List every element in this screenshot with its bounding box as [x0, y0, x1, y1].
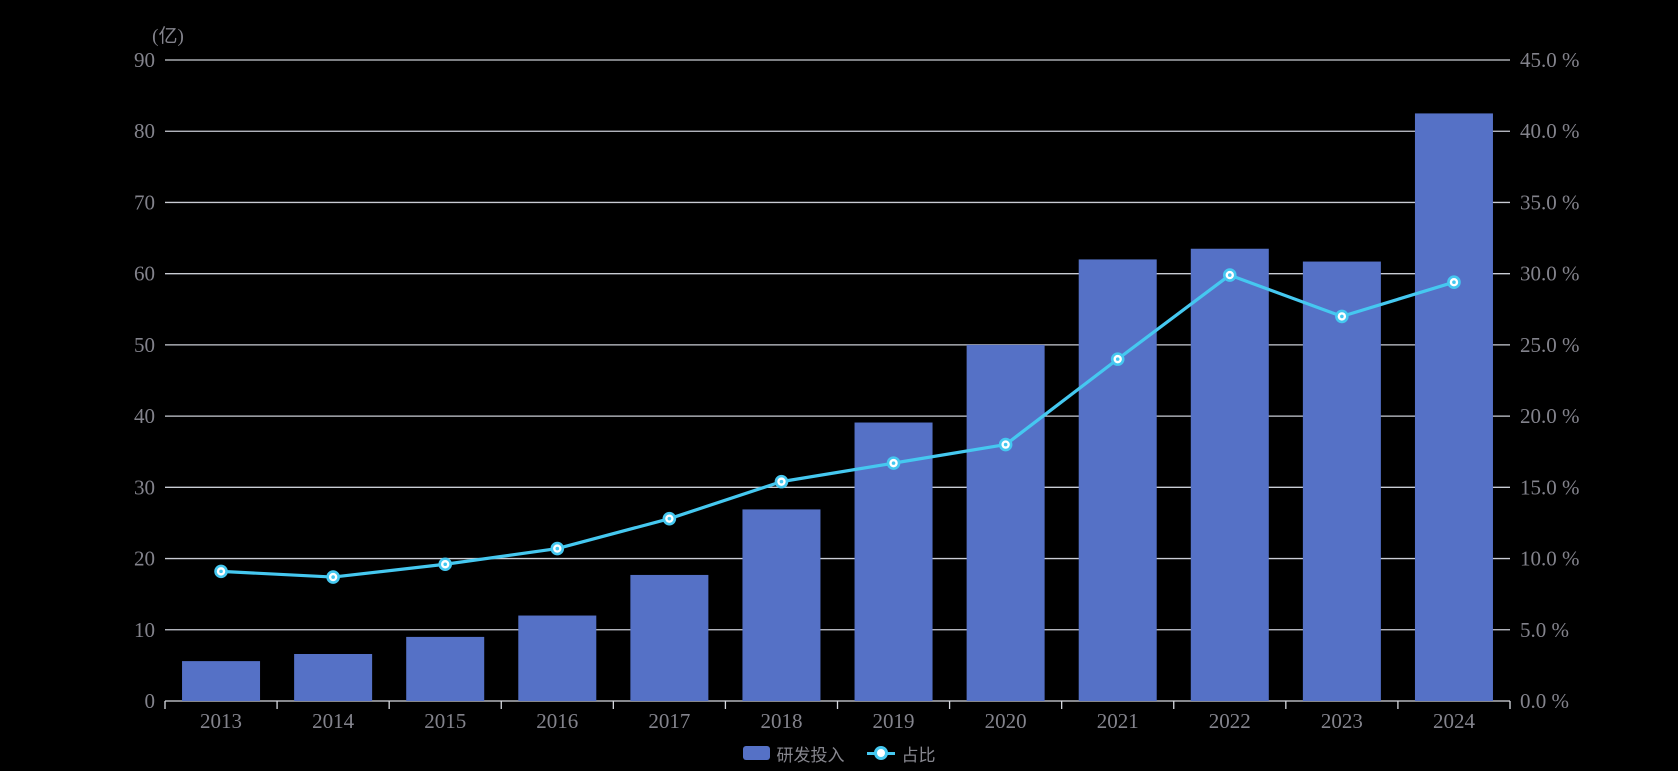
- point-marker-dot-icon: [1227, 273, 1232, 277]
- line-point-2024[interactable]: [1447, 275, 1461, 290]
- right-axis-tick-label: 25.0 %: [1520, 333, 1580, 357]
- right-axis-tick-label: 30.0 %: [1520, 262, 1580, 286]
- line-point-2016[interactable]: [550, 541, 565, 556]
- line-point-2017[interactable]: [662, 511, 677, 526]
- line-point-2022[interactable]: [1222, 268, 1237, 282]
- bar-2014[interactable]: [294, 653, 373, 701]
- bar-2023[interactable]: [1302, 261, 1381, 701]
- right-axis-tick-label: 10.0 %: [1520, 547, 1580, 571]
- x-axis-label-2021: 2021: [1097, 709, 1139, 733]
- point-marker-dot-icon: [443, 562, 448, 567]
- point-marker-dot-icon: [555, 546, 560, 551]
- left-axis-tick-label: 0: [145, 689, 156, 713]
- x-axis-label-2017: 2017: [648, 709, 690, 733]
- left-axis-tick-label: 10: [134, 618, 155, 642]
- point-marker-dot-icon: [667, 516, 672, 521]
- gridlines: [165, 59, 1510, 702]
- bar-2020[interactable]: [966, 344, 1045, 701]
- right-axis-tick-label: 20.0 %: [1520, 404, 1580, 428]
- x-axis-label-2015: 2015: [424, 709, 466, 733]
- left-axis-title: (亿): [152, 25, 184, 47]
- line-point-2015[interactable]: [438, 557, 453, 572]
- legend-label-bar-series: 研发投入: [776, 745, 845, 765]
- bar-2015[interactable]: [406, 636, 485, 701]
- point-marker-dot-icon: [891, 461, 896, 465]
- right-axis-tick-label: 35.0 %: [1520, 190, 1580, 214]
- legend-item-bar-series[interactable]: 研发投入: [742, 741, 845, 766]
- point-marker-dot-icon: [219, 569, 223, 574]
- legend-circle-marker-icon: [873, 746, 888, 760]
- point-marker-dot-icon: [1003, 442, 1008, 447]
- bar-2021[interactable]: [1078, 259, 1157, 701]
- axis-labels: 0 0.0 % 10 5.0 % 20 10.0 % 30 15.0 % 40 20.0 % 50 2…: [134, 48, 1580, 733]
- line-point-2021[interactable]: [1110, 352, 1125, 366]
- x-axis-label-2018: 2018: [760, 709, 802, 733]
- x-axis-label-2024: 2024: [1433, 709, 1476, 733]
- x-axis-label-2023: 2023: [1321, 709, 1363, 733]
- left-axis-tick-label: 40: [134, 404, 155, 428]
- left-axis-tick-label: 80: [134, 119, 155, 143]
- legend-label-line-series: 占比: [901, 745, 936, 765]
- line-point-2018[interactable]: [774, 474, 789, 489]
- bar-2017[interactable]: [630, 574, 709, 701]
- point-marker-dot-icon: [1115, 357, 1120, 361]
- bar-2016[interactable]: [518, 615, 597, 701]
- right-axis-tick-label: 40.0 %: [1520, 119, 1580, 143]
- left-axis-tick-label: 30: [134, 475, 155, 499]
- left-axis-tick-label: 20: [134, 547, 155, 571]
- left-axis-tick-label: 90: [134, 48, 155, 72]
- axes: [164, 701, 1511, 709]
- bar-2018[interactable]: [742, 509, 821, 701]
- right-axis-tick-label: 45.0 %: [1520, 48, 1580, 72]
- x-axis-label-2014: 2014: [312, 709, 355, 733]
- x-axis-label-2022: 2022: [1209, 709, 1251, 733]
- line-point-2019[interactable]: [886, 456, 901, 470]
- bar-2013[interactable]: [182, 661, 261, 701]
- right-axis-tick-label: 15.0 %: [1520, 475, 1580, 499]
- bar-series: [182, 113, 1493, 701]
- bar-series-swatch: [742, 746, 770, 760]
- line-point-2013[interactable]: [214, 564, 228, 579]
- point-marker-dot-icon: [1340, 314, 1344, 319]
- point-marker-dot-icon: [779, 479, 784, 484]
- left-axis-tick-label: 60: [134, 262, 155, 286]
- point-marker-dot-icon: [1452, 280, 1456, 285]
- line-point-2014[interactable]: [326, 570, 340, 584]
- bar-2022[interactable]: [1190, 248, 1269, 701]
- right-axis-tick-label: 0.0 %: [1520, 689, 1569, 713]
- line-series-swatch: [866, 746, 895, 760]
- x-axis-label-2019: 2019: [873, 709, 915, 733]
- x-axis-label-2020: 2020: [985, 709, 1027, 733]
- legend: 研发投入 占比: [0, 740, 1678, 766]
- x-axis-label-2013: 2013: [200, 709, 242, 733]
- ratio-line: [219, 273, 1456, 579]
- right-axis-tick-label: 5.0 %: [1520, 618, 1569, 642]
- x-axis-label-2016: 2016: [536, 709, 578, 733]
- left-axis-tick-label: 50: [134, 333, 155, 357]
- line-point-2020[interactable]: [998, 437, 1013, 452]
- line-point-2023[interactable]: [1335, 309, 1349, 324]
- point-marker-dot-icon: [331, 575, 335, 579]
- line-series: [214, 268, 1461, 584]
- bar-2024[interactable]: [1414, 113, 1493, 701]
- legend-item-line-series[interactable]: 占比: [866, 741, 936, 766]
- left-axis-tick-label: 70: [134, 190, 155, 214]
